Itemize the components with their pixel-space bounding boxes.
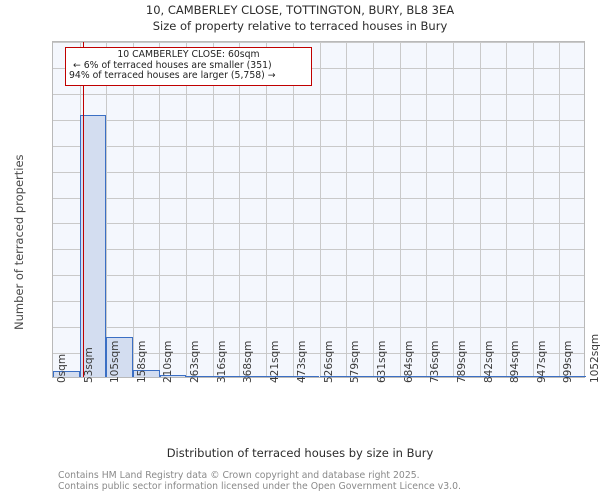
x-tick-label: 1052sqm	[589, 333, 600, 383]
histogram-bar	[372, 376, 400, 377]
gridline-x	[532, 42, 534, 377]
x-tick-label: 526sqm	[322, 340, 335, 383]
histogram-bar	[319, 376, 347, 377]
x-tick-label: 421sqm	[269, 340, 282, 383]
plot-area	[52, 41, 586, 378]
histogram-bar	[346, 376, 373, 377]
gridline-x	[266, 42, 268, 377]
gridline-y	[53, 145, 584, 147]
page-title: 10, CAMBERLEY CLOSE, TOTTINGTON, BURY, B…	[145, 3, 455, 17]
x-tick-label: 894sqm	[508, 340, 521, 383]
x-tick-label: 0sqm	[56, 353, 68, 383]
footer-line-2: Contains public sector information licen…	[58, 481, 461, 492]
x-tick-label: 263sqm	[189, 340, 202, 383]
gridline-x	[106, 42, 108, 377]
x-tick-label: 579sqm	[349, 340, 362, 383]
x-tick-label: 368sqm	[242, 340, 255, 383]
gridline-y	[53, 223, 584, 225]
histogram-bar	[292, 376, 320, 377]
gridline-y	[53, 353, 584, 355]
histogram-bar	[559, 376, 586, 377]
gridline-y	[53, 197, 584, 199]
gridline-y	[53, 327, 584, 329]
gridline-x	[346, 42, 348, 377]
histogram-bar	[132, 370, 160, 377]
x-tick-label: 631sqm	[375, 340, 388, 383]
histogram-bar	[186, 375, 213, 377]
gridline-y	[53, 301, 584, 303]
x-tick-label: 684sqm	[402, 340, 415, 383]
gridline-x	[505, 42, 507, 377]
x-tick-label: 210sqm	[162, 340, 175, 383]
x-tick-label: 105sqm	[109, 340, 122, 383]
x-tick-label: 473sqm	[295, 340, 308, 383]
gridline-x	[186, 42, 188, 377]
histogram-bar	[106, 336, 133, 377]
x-tick-label: 789sqm	[455, 340, 468, 383]
x-tick-label: 316sqm	[216, 340, 229, 383]
gridline-x	[372, 42, 374, 377]
histogram-bar	[212, 375, 240, 377]
x-tick-label: 53sqm	[82, 347, 95, 383]
annotation-line-3: 94% of terraced houses are larger (5,758…	[69, 70, 276, 82]
histogram-bar	[239, 375, 267, 377]
footer-line-1: Contains HM Land Registry data © Crown c…	[58, 470, 420, 481]
gridline-x	[213, 42, 215, 377]
histogram-bar	[399, 376, 427, 377]
chart-title-block: 10, CAMBERLEY CLOSE, TOTTINGTON, BURY, B…	[0, 2, 600, 34]
histogram-bar	[53, 370, 80, 377]
gridline-y	[53, 171, 584, 173]
gridline-x	[452, 42, 454, 377]
histogram-bar	[479, 376, 507, 377]
histogram-bar	[452, 376, 480, 377]
gridline-y	[53, 67, 584, 69]
gridline-y	[53, 249, 584, 251]
histogram-bar	[159, 374, 187, 377]
histogram-bar	[426, 376, 453, 377]
gridline-x	[425, 42, 427, 377]
histogram-bar	[506, 376, 533, 377]
x-tick-label: 947sqm	[535, 340, 548, 383]
gridline-x	[133, 42, 135, 377]
annotation-line-2: ← 6% of terraced houses are smaller (351…	[73, 59, 272, 71]
x-tick-label: 736sqm	[428, 340, 441, 383]
gridline-x	[239, 42, 241, 377]
gridline-x	[159, 42, 161, 377]
gridline-y	[53, 275, 584, 277]
footer-attribution: Contains HM Land Registry data © Crown c…	[58, 470, 598, 492]
gridline-x	[399, 42, 401, 377]
property-size-marker-line	[82, 42, 85, 377]
x-tick-label: 158sqm	[136, 340, 149, 383]
x-axis-title: Distribution of terraced houses by size …	[166, 446, 434, 460]
histogram-bar	[532, 376, 560, 377]
annotation-line-1: 10 CAMBERLEY CLOSE: 60sqm	[117, 49, 260, 60]
gridline-y	[53, 42, 584, 43]
gridline-x	[559, 42, 561, 377]
annotation-box: 10 CAMBERLEY CLOSE: 60sqm ← 6% of terrac…	[65, 47, 312, 86]
x-tick-label: 842sqm	[482, 340, 495, 383]
histogram-bar	[266, 375, 293, 377]
gridline-x	[292, 42, 294, 377]
gridline-x	[319, 42, 321, 377]
gridline-x	[479, 42, 481, 377]
gridline-y	[53, 93, 584, 95]
x-tick-label: 999sqm	[562, 340, 575, 383]
gridline-y	[53, 119, 584, 121]
chart-subtitle: Size of property relative to terraced ho…	[152, 19, 448, 33]
